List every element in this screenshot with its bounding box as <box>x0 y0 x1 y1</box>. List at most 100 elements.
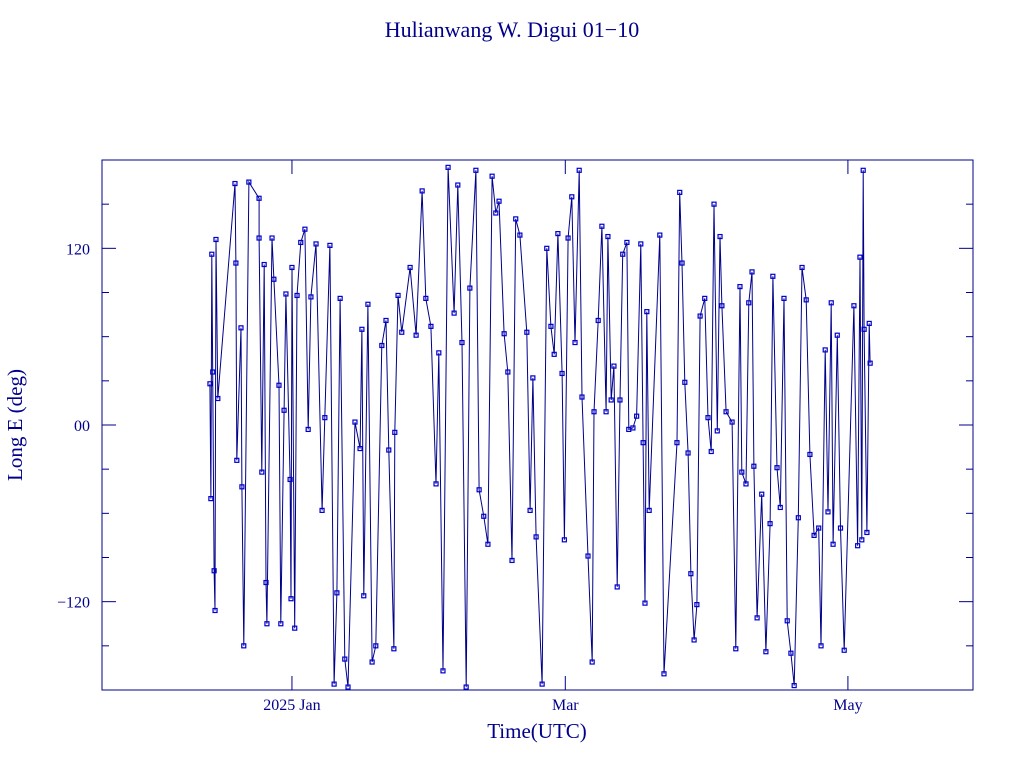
marker <box>395 292 401 299</box>
marker <box>440 668 446 674</box>
marker <box>661 671 667 677</box>
marker <box>620 251 626 257</box>
marker <box>256 235 262 241</box>
x-tick-label: 2025 Jan <box>263 697 320 714</box>
marker <box>276 382 282 388</box>
marker <box>361 593 367 599</box>
x-tick-label: Mar <box>552 697 579 714</box>
marker <box>391 646 397 652</box>
marker <box>746 300 752 306</box>
marker <box>496 198 502 204</box>
marker <box>505 369 511 375</box>
marker <box>533 534 539 540</box>
marker <box>246 179 252 185</box>
marker <box>788 650 794 656</box>
marker <box>644 309 650 315</box>
marker <box>281 407 287 413</box>
marker <box>305 426 311 433</box>
marker <box>617 397 623 403</box>
marker <box>605 233 611 240</box>
marker <box>298 239 304 246</box>
marker <box>860 167 866 173</box>
x-tick-label: May <box>833 697 862 714</box>
marker <box>481 513 487 519</box>
marker <box>818 643 824 649</box>
marker <box>509 557 515 564</box>
marker <box>209 251 215 257</box>
marker <box>238 325 244 331</box>
marker <box>263 579 269 586</box>
marker <box>828 300 834 306</box>
marker <box>640 440 646 446</box>
marker <box>283 291 289 297</box>
marker <box>530 375 536 381</box>
marker <box>392 429 398 435</box>
marker <box>751 463 757 469</box>
marker <box>269 235 275 241</box>
marker <box>611 363 617 369</box>
marker <box>337 295 343 301</box>
marker <box>717 233 723 240</box>
marker <box>729 419 735 425</box>
marker <box>359 326 365 332</box>
marker <box>781 295 787 301</box>
marker <box>572 339 578 346</box>
marker <box>743 481 749 487</box>
marker <box>679 260 685 266</box>
marker <box>302 226 308 232</box>
marker <box>767 521 773 527</box>
marker <box>737 284 743 290</box>
marker <box>278 621 284 627</box>
marker <box>322 415 328 421</box>
marker <box>642 600 648 606</box>
marker <box>271 276 277 282</box>
marker <box>352 419 358 425</box>
marker <box>373 643 379 649</box>
marker <box>816 525 822 531</box>
marker <box>811 532 817 539</box>
marker <box>825 509 831 515</box>
chart-title: Hulianwang W. Digui 01−10 <box>385 17 639 42</box>
marker <box>851 303 857 309</box>
marker <box>428 323 434 329</box>
marker <box>489 173 495 179</box>
marker <box>634 413 640 419</box>
marker <box>691 637 697 643</box>
marker <box>501 331 507 337</box>
marker <box>694 602 700 608</box>
marker <box>342 656 348 662</box>
marker <box>379 342 385 349</box>
marker <box>294 292 300 299</box>
marker <box>591 409 597 415</box>
marker <box>211 568 217 574</box>
y-axis-label: Long E (deg) <box>3 369 27 481</box>
y-tick-label: −120 <box>57 595 90 612</box>
marker <box>763 649 769 655</box>
marker <box>867 360 873 366</box>
marker <box>451 310 457 316</box>
marker <box>327 242 333 248</box>
marker <box>407 264 413 271</box>
marker <box>646 507 652 513</box>
marker <box>419 188 425 194</box>
marker <box>423 295 429 301</box>
marker <box>708 448 714 455</box>
marker <box>739 469 745 475</box>
marker <box>215 395 221 402</box>
marker <box>233 260 239 266</box>
marker <box>264 621 270 627</box>
marker <box>674 440 680 446</box>
marker <box>682 379 688 385</box>
marker <box>861 326 867 332</box>
marker <box>455 182 461 188</box>
marker <box>308 294 314 300</box>
marker <box>705 415 711 421</box>
marker <box>595 317 601 324</box>
marker <box>657 232 663 238</box>
marker <box>459 339 465 346</box>
marker <box>493 210 499 216</box>
marker <box>386 447 392 453</box>
marker <box>517 232 523 238</box>
marker <box>770 273 776 279</box>
